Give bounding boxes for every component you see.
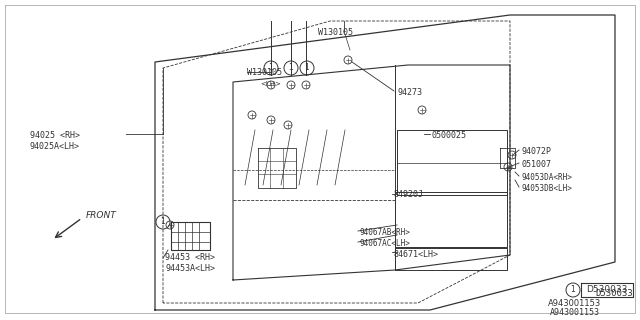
Circle shape [504,163,512,171]
Text: 94025A<LH>: 94025A<LH> [30,142,80,151]
Circle shape [302,81,310,89]
Circle shape [166,221,174,229]
Circle shape [418,106,426,114]
Circle shape [287,81,295,89]
Circle shape [267,81,275,89]
Text: A943001153: A943001153 [548,299,602,308]
Text: D530033: D530033 [586,285,628,294]
Text: 94067AC<LH>: 94067AC<LH> [360,239,411,248]
Text: 94053DB<LH>: 94053DB<LH> [521,184,572,193]
Text: 1: 1 [571,285,575,294]
Circle shape [248,111,256,119]
Text: W130105: W130105 [318,28,353,37]
Text: 94453A<LH>: 94453A<LH> [165,264,215,273]
Text: 94453 <RH>: 94453 <RH> [165,253,215,262]
Text: 94273: 94273 [398,88,423,97]
Text: 1: 1 [305,63,309,73]
Circle shape [267,116,275,124]
Text: 1: 1 [269,63,273,73]
Text: 051007: 051007 [521,160,551,169]
Circle shape [284,121,292,129]
Text: 0500025: 0500025 [432,131,467,140]
Text: 94053DA<RH>: 94053DA<RH> [521,173,572,182]
Text: 84671<LH>: 84671<LH> [394,250,439,259]
Text: 94072P: 94072P [521,147,551,156]
Circle shape [508,151,516,159]
Text: 94025 <RH>: 94025 <RH> [30,131,80,140]
Text: FRONT: FRONT [86,211,116,220]
Text: W130105: W130105 [247,68,282,77]
Text: 84920J: 84920J [394,190,424,199]
Text: 1: 1 [161,218,165,227]
Text: A943001153: A943001153 [550,308,600,317]
Text: D530033: D530033 [595,289,632,298]
Circle shape [344,56,352,64]
Text: 94067AB<RH>: 94067AB<RH> [360,228,411,237]
Text: 1: 1 [289,63,293,73]
Text: <LH>: <LH> [260,81,282,87]
